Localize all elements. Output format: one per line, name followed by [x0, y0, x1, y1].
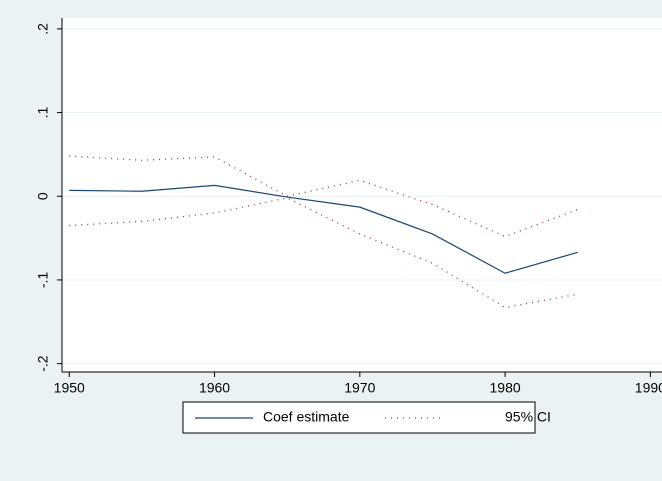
x-tick-label: 1950 — [54, 380, 85, 396]
x-tick-label: 1990 — [635, 380, 662, 396]
y-tick-label: -.1 — [35, 272, 51, 289]
legend-label: Coef estimate — [263, 409, 350, 425]
y-tick-label: -.2 — [35, 355, 51, 372]
x-tick-label: 1960 — [199, 380, 230, 396]
plot-area — [62, 18, 662, 372]
y-tick-label: .1 — [35, 107, 51, 119]
x-tick-label: 1970 — [344, 380, 375, 396]
legend-label: 95% CI — [505, 409, 551, 425]
line — [69, 155, 578, 238]
x-tick-label: 1980 — [490, 380, 521, 396]
line — [69, 184, 578, 274]
line — [69, 197, 578, 309]
y-tick-label: .2 — [35, 23, 51, 35]
y-tick-label: 0 — [35, 192, 51, 200]
